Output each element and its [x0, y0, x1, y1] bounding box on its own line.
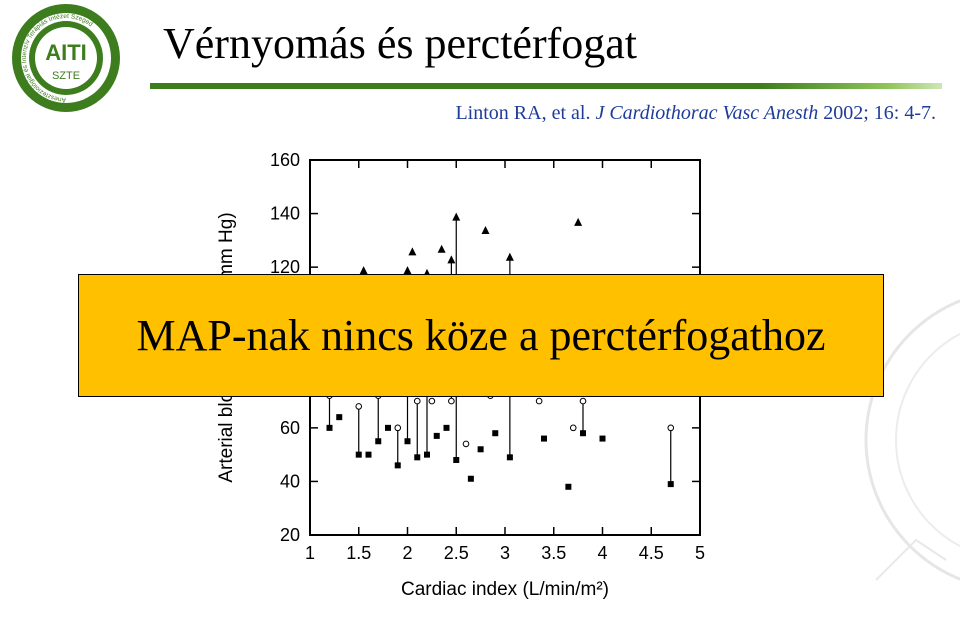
y-tick-label: 20 — [280, 525, 300, 545]
svg-text:SZTE: SZTE — [52, 70, 80, 82]
x-axis-label: Cardiac index (L/min/m²) — [401, 579, 609, 600]
data-point-square — [541, 435, 547, 442]
data-point-arrow — [481, 225, 490, 234]
title-underline — [150, 83, 942, 89]
aiti-szte-logo: Aneszteziológiai és Intenzív Terápiás In… — [12, 4, 120, 112]
data-point-square — [477, 446, 484, 453]
data-point-circle — [579, 397, 587, 405]
data-point-square — [443, 424, 450, 431]
y-tick-label: 160 — [270, 150, 300, 170]
x-tick-label: 5 — [695, 543, 705, 563]
x-tick-label: 2.5 — [444, 543, 469, 563]
y-tick-label: 140 — [270, 204, 300, 224]
data-point-circle — [462, 440, 470, 448]
data-point-square — [326, 424, 333, 431]
svg-text:AITI: AITI — [45, 40, 87, 65]
data-point-circle — [394, 424, 402, 432]
data-point-circle — [428, 397, 436, 405]
data-point-square — [667, 481, 674, 488]
data-point-square — [492, 430, 499, 437]
x-tick-label: 3 — [500, 543, 510, 563]
data-point-arrow — [574, 217, 583, 226]
x-tick-label: 1 — [305, 543, 315, 563]
data-point-square — [394, 462, 401, 469]
x-tick-label: 4 — [597, 543, 607, 563]
data-point-square — [385, 424, 391, 431]
data-point-square — [355, 451, 362, 458]
data-point-square — [580, 430, 586, 437]
data-point-arrow — [505, 252, 514, 261]
data-point-square — [365, 451, 372, 458]
data-point-square — [414, 454, 421, 461]
data-point-circle — [413, 397, 421, 405]
data-point-circle — [569, 424, 577, 432]
data-point-circle — [535, 397, 543, 405]
y-tick-label: 40 — [280, 471, 300, 491]
citation: Linton RA, et al. J Cardiothorac Vasc An… — [455, 102, 936, 125]
watermark-seal — [864, 299, 960, 581]
data-point-arrow — [359, 266, 368, 275]
citation-journal: J Cardiothorac Vasc Anesth — [595, 102, 819, 124]
data-point-circle — [667, 424, 675, 432]
data-point-arrow — [403, 266, 412, 275]
data-point-circle — [448, 397, 455, 405]
x-tick-label: 2 — [402, 543, 412, 563]
data-point-arrow — [408, 247, 417, 256]
data-point-circle — [355, 403, 363, 410]
slide-title: Vérnyomás és perctérfogat — [163, 19, 638, 68]
data-point-square — [506, 454, 513, 461]
data-point-arrow — [452, 212, 461, 221]
citation-authors: Linton RA, et al. — [455, 102, 591, 124]
data-point-square — [565, 483, 572, 490]
data-point-square — [433, 432, 440, 439]
data-point-square — [404, 438, 411, 445]
x-tick-label: 1.5 — [346, 543, 371, 563]
callout-box: MAP-nak nincs köze a perctérfogathoz — [78, 274, 884, 397]
x-tick-label: 4.5 — [639, 543, 664, 563]
data-point-square — [467, 475, 474, 482]
data-point-square — [453, 457, 460, 463]
y-tick-label: 60 — [280, 418, 300, 438]
data-point-square — [336, 414, 343, 421]
x-tick-label: 3.5 — [541, 543, 566, 563]
data-point-square — [375, 438, 382, 445]
data-point-arrow — [447, 255, 456, 264]
data-point-square — [599, 435, 606, 442]
data-point-arrow — [437, 244, 446, 253]
y-tick-label: 120 — [270, 257, 300, 277]
callout-text: MAP-nak nincs köze a perctérfogathoz — [136, 311, 826, 360]
citation-details: 2002; 16: 4-7. — [823, 102, 936, 124]
data-point-square — [424, 451, 430, 458]
